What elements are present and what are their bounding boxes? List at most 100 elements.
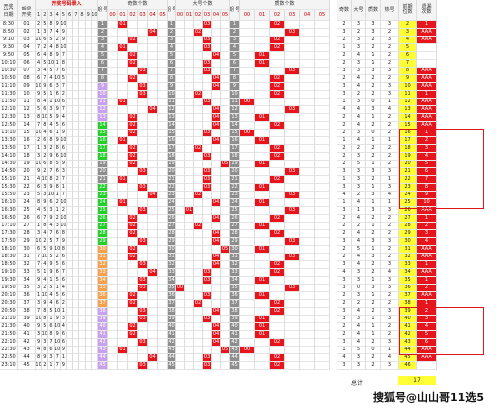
prime-slot-03: 03 <box>285 10 300 21</box>
big-count-cell <box>221 106 230 114</box>
period-index-3: 39 <box>230 315 240 324</box>
draw-number-empty <box>79 230 86 238</box>
big-count-cell <box>221 362 230 370</box>
stat-value: 2 <box>337 52 352 60</box>
odd-count-cell <box>118 152 128 161</box>
big-count-cell <box>221 315 230 324</box>
draw-number-empty <box>91 98 98 107</box>
draw-time: 18:30 <box>0 253 18 262</box>
odd-count-cell <box>118 121 128 130</box>
stat-value: 3 <box>352 183 366 192</box>
stat-value: 1 <box>381 199 399 207</box>
draw-number: 9 <box>48 214 55 223</box>
prime-count-cell <box>285 269 300 277</box>
draw-number: 9 <box>42 354 49 362</box>
prime-count-cell <box>300 129 315 138</box>
last-period: 32 <box>399 253 417 262</box>
period-number: 14 <box>18 121 36 130</box>
prime-count-cell <box>315 59 330 68</box>
prime-count-cell <box>300 137 315 145</box>
odd-count-cell <box>118 284 128 293</box>
stat-value: 2 <box>337 230 352 238</box>
stat-value: 2 <box>366 214 381 223</box>
big-count-cell <box>194 207 203 215</box>
stat-value: 3 <box>352 276 366 285</box>
draw-number-empty <box>85 207 92 215</box>
prime-count-cell <box>300 75 315 83</box>
draw-time: 22:50 <box>0 354 18 362</box>
draw-time: 11:30 <box>0 90 18 99</box>
big-count-cell <box>194 75 203 83</box>
draw-number-empty <box>79 362 86 370</box>
last-period: 35 <box>399 276 417 285</box>
draw-number-empty <box>73 346 80 355</box>
odd-count-cell <box>158 222 168 231</box>
big-count-cell <box>212 160 221 169</box>
big-count-cell <box>221 59 230 68</box>
stat-value: 3 <box>366 106 381 114</box>
draw-number-empty <box>79 52 86 60</box>
period-index-3: 19 <box>230 160 240 169</box>
prime-count-cell <box>240 307 255 316</box>
odd-count-cell <box>128 261 138 269</box>
draw-number-empty <box>79 83 86 91</box>
prime-count-cell: 02 <box>270 152 285 161</box>
stat-value: 3 <box>337 238 352 246</box>
stat-value: 3 <box>381 207 399 215</box>
draw-number: 2 <box>54 199 61 207</box>
big-count-cell: 04 <box>212 338 221 347</box>
period-index: 7 <box>98 67 108 76</box>
prime-count-cell <box>240 362 255 370</box>
period-index: 38 <box>98 307 108 316</box>
draw-number-empty <box>73 284 80 293</box>
big-count-cell <box>176 114 185 122</box>
draw-number: 9 <box>54 114 61 122</box>
stat-value: 2 <box>381 292 399 300</box>
prime-count-cell: 01 <box>255 183 270 192</box>
odd-count-cell <box>158 168 168 176</box>
stat-value: 3 <box>352 129 366 138</box>
period-index-3: 37 <box>230 300 240 308</box>
draw-number-empty <box>73 253 80 262</box>
draw-number-empty <box>67 176 74 184</box>
stat-value: 2 <box>381 245 399 254</box>
big-count-cell <box>194 331 203 339</box>
draw-number: 8 <box>42 307 49 316</box>
prime-count-cell <box>270 346 285 355</box>
big-count-cell <box>212 21 221 29</box>
period-index: 41 <box>98 331 108 339</box>
prime-count-cell: 02 <box>270 145 285 153</box>
draw-number: 4 <box>54 28 61 37</box>
stat-value: 2 <box>337 214 352 223</box>
prime-count-cell: 02 <box>270 21 285 29</box>
stat-value: 2 <box>381 152 399 161</box>
period-index: 15 <box>98 129 108 138</box>
odd-count-cell <box>138 292 148 300</box>
draw-number: 1 <box>54 191 61 200</box>
draw-number-empty <box>73 106 80 114</box>
draw-time: 19:10 <box>0 269 18 277</box>
stat-value: 5 <box>352 160 366 169</box>
odd-count-cell <box>158 300 168 308</box>
period-index-2: 20 <box>168 168 176 176</box>
odd-count-cell <box>108 83 118 91</box>
draw-number: 6 <box>60 338 67 347</box>
miss-code <box>417 44 437 52</box>
draw-number-empty <box>91 222 98 231</box>
draw-number: 10 <box>54 75 61 83</box>
stat-value: 3 <box>366 168 381 176</box>
odd-count-cell <box>158 83 168 91</box>
prime-count-cell <box>285 114 300 122</box>
number-slot-header: 5 <box>60 10 67 21</box>
draw-number: 5 <box>48 253 55 262</box>
period-index-2: 33 <box>168 269 176 277</box>
draw-number-empty <box>91 121 98 130</box>
stat-value: 3 <box>381 36 399 45</box>
big-count-cell <box>176 300 185 308</box>
big-count-cell <box>176 75 185 83</box>
big-count-cell <box>176 354 185 362</box>
prime-count-cell <box>315 21 330 29</box>
prime-count-cell <box>285 160 300 169</box>
watermark: 搜狐号@山山哥11选5 <box>373 391 484 404</box>
